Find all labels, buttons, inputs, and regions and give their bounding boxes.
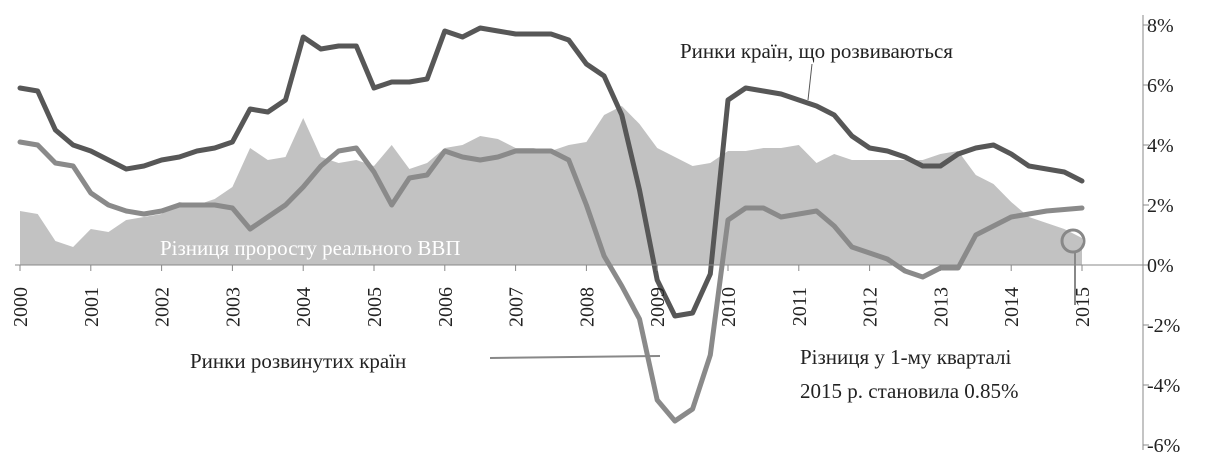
y-tick-label: 0% — [1147, 255, 1174, 277]
x-tick-label: 2003 — [222, 287, 244, 327]
y-tick-label: 2% — [1147, 195, 1174, 217]
area — [20, 106, 1082, 265]
x-tick-label: 2014 — [1001, 287, 1023, 327]
x-tick-label: 2004 — [293, 287, 315, 327]
leader — [807, 63, 813, 101]
plot — [17, 25, 1085, 424]
line — [17, 139, 1085, 424]
x-tick-label: 2007 — [506, 287, 528, 327]
x-tick-label: 2005 — [364, 287, 386, 327]
y-tick-label: -6% — [1147, 435, 1180, 454]
highlight — [1060, 228, 1086, 254]
area-label: Різниця проросту реального ВВП — [160, 236, 461, 260]
series-label: Ринки розвинутих країн — [190, 349, 406, 373]
x-tick-label: 2002 — [152, 287, 174, 327]
annotation: Різниця у 1-му кварталі — [800, 345, 1012, 369]
x-tick-label: 2000 — [10, 287, 32, 327]
annotation: 2015 р. становила 0.85% — [800, 379, 1019, 403]
x-tick-label: 2011 — [789, 287, 811, 326]
line — [17, 25, 1085, 319]
x-tick-label: 2013 — [930, 287, 952, 327]
leader — [489, 355, 661, 359]
y-tick-label: 4% — [1147, 135, 1174, 157]
y-tick-label: -4% — [1147, 375, 1180, 397]
y-tick-label: 6% — [1147, 75, 1174, 97]
x-tick-label: 2008 — [576, 287, 598, 327]
x-tick-label: 2009 — [647, 287, 669, 327]
y-tick-label: -2% — [1147, 315, 1180, 337]
y-tick-label: 8% — [1147, 15, 1174, 37]
series-label: Ринки країн, що розвиваються — [680, 39, 953, 63]
x-tick-label: 2015 — [1072, 287, 1094, 327]
x-tick-label: 2006 — [435, 287, 457, 327]
x-tick-label: 2001 — [81, 287, 103, 327]
x-tick-label: 2012 — [860, 287, 882, 327]
x-tick-label: 2010 — [718, 287, 740, 327]
